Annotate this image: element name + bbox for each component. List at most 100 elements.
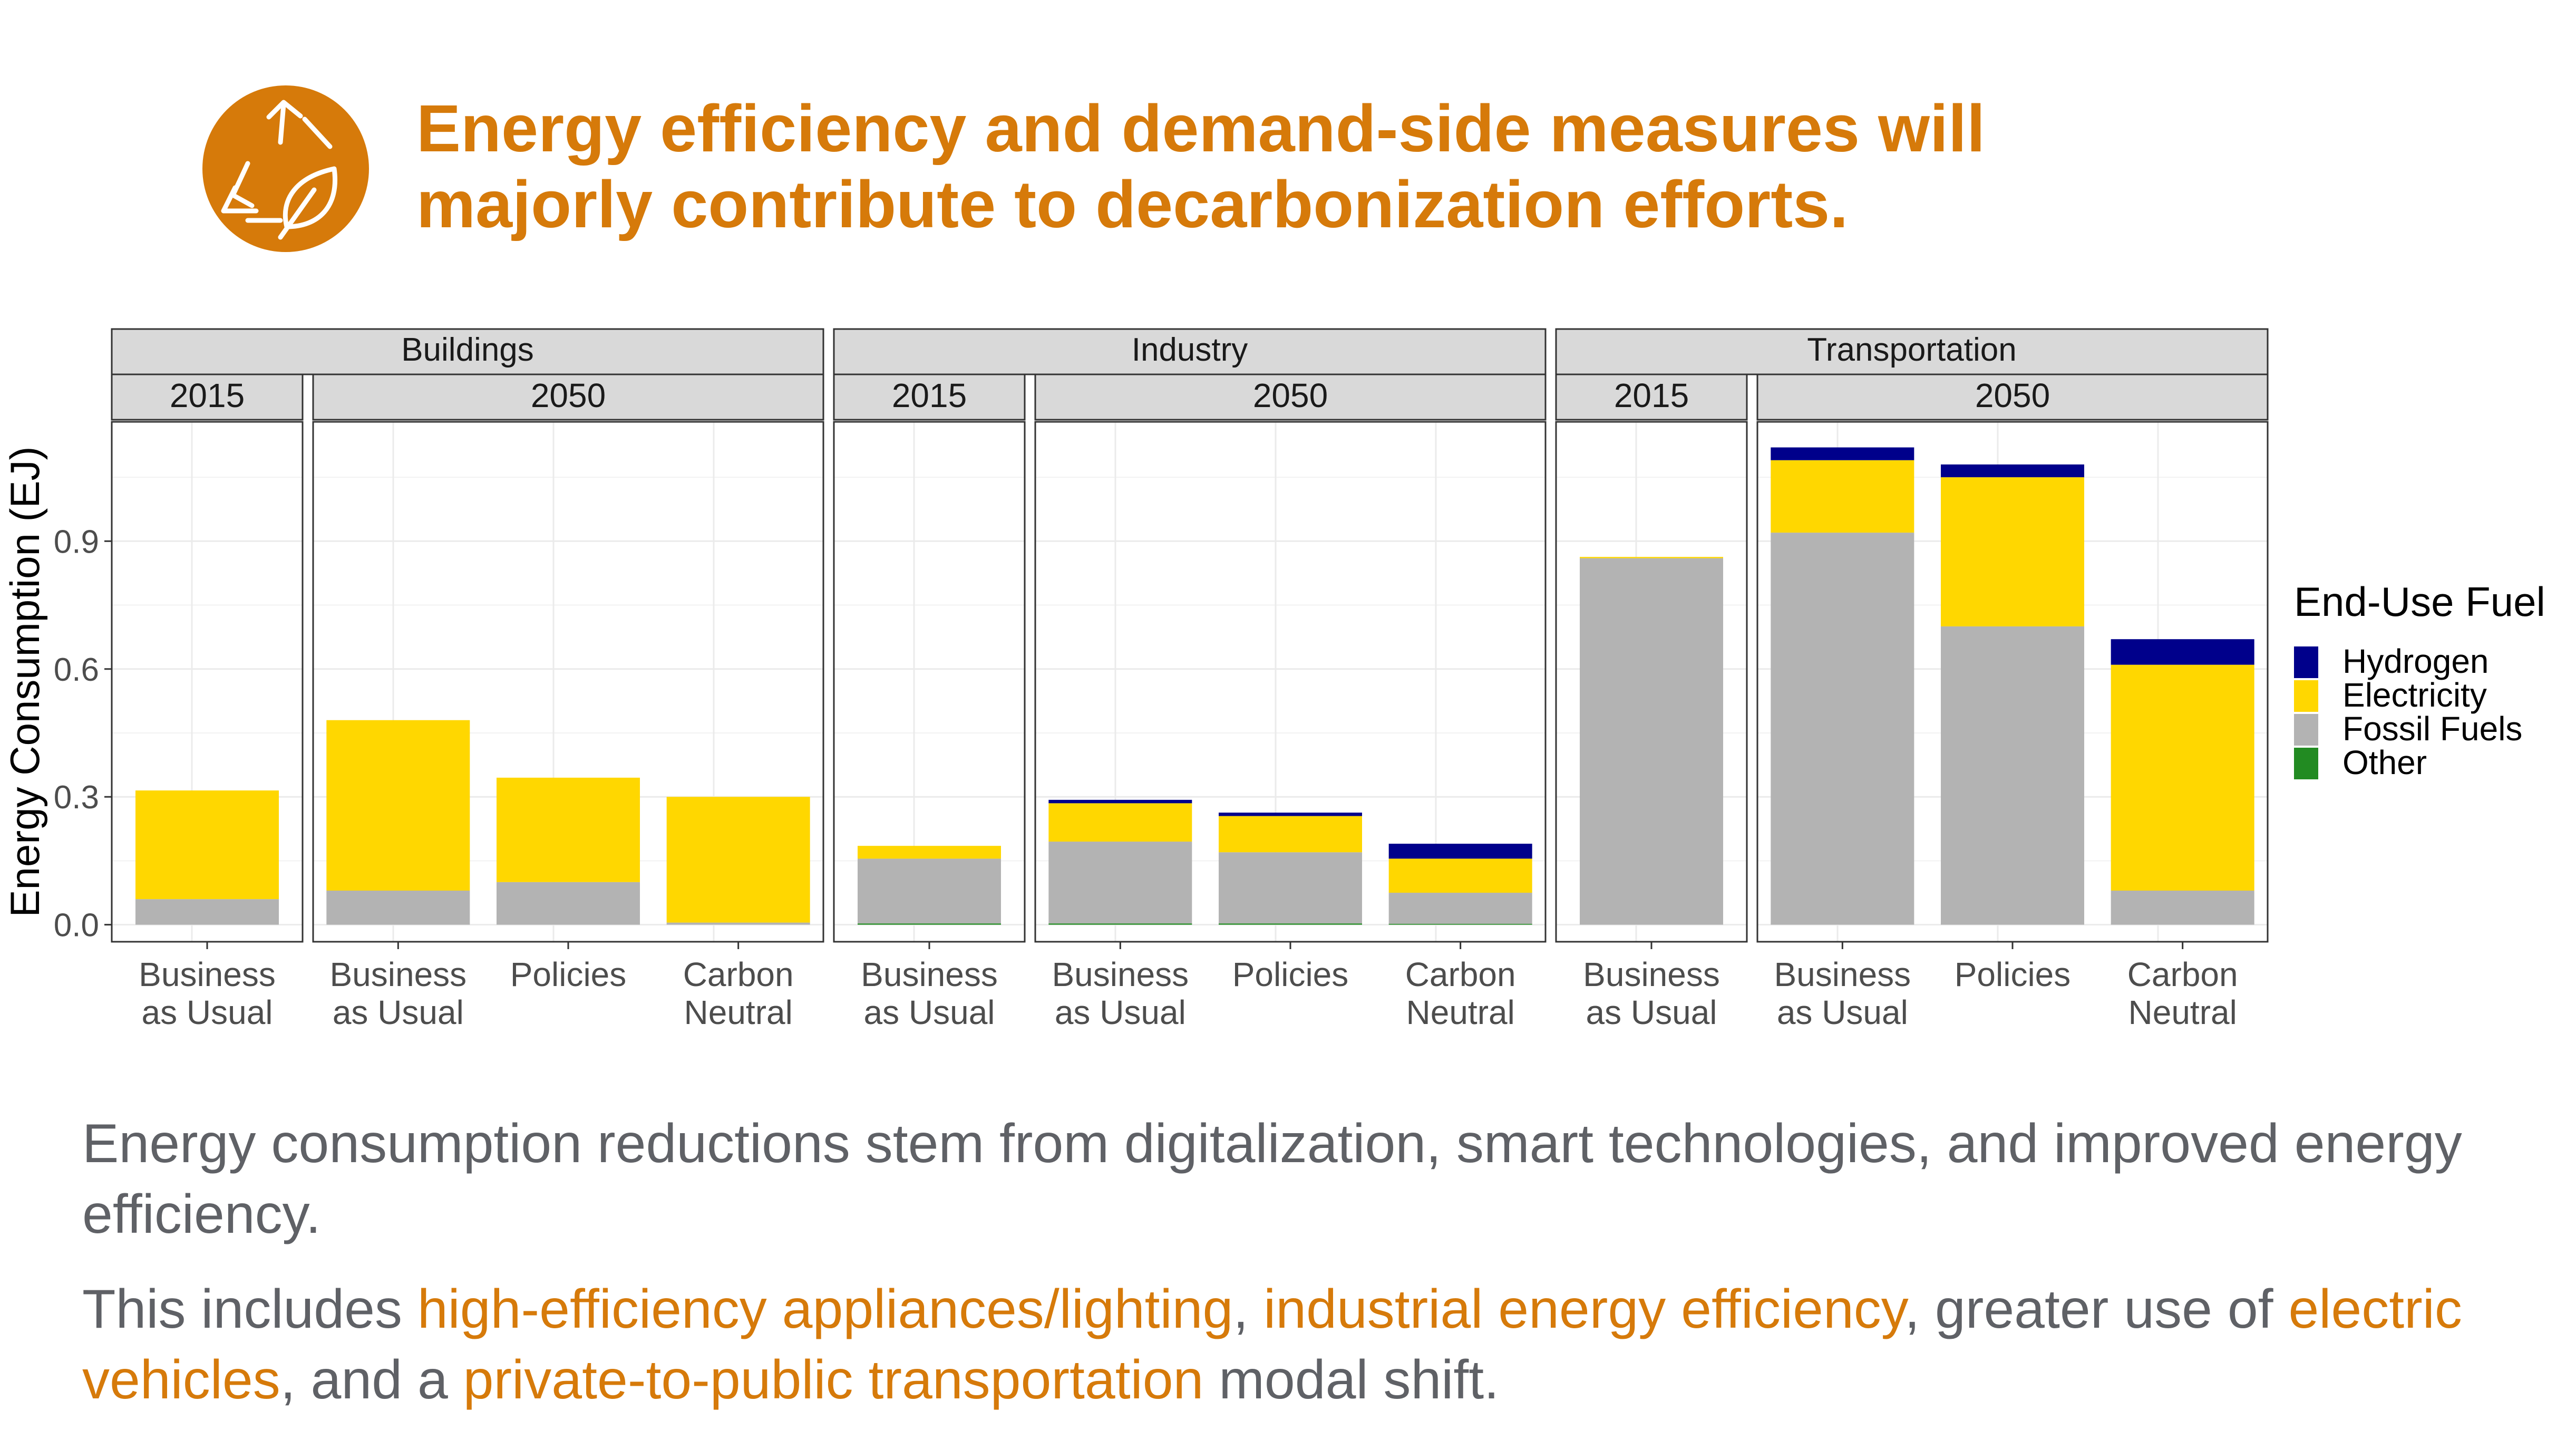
x-tick-label: Neutral bbox=[2128, 993, 2237, 1031]
x-tick-label: as Usual bbox=[864, 993, 995, 1031]
year-label-industry-2015: 2015 bbox=[892, 376, 967, 414]
stacked-bar-chart: Buildings Industry Transportation 2015 Busin… bbox=[2, 328, 2545, 1031]
year-label-transportation-2015: 2015 bbox=[1614, 376, 1689, 414]
panel-border-industry-2015 bbox=[833, 421, 1026, 943]
x-tick-label: as Usual bbox=[1777, 993, 1908, 1031]
year-strip-transportation-2015 bbox=[1555, 373, 1748, 421]
facet-strip-transportation bbox=[1555, 328, 2269, 375]
year-strip-transportation-2050 bbox=[1756, 373, 2269, 421]
bar-segment-hydrogen bbox=[1941, 464, 2084, 478]
p2-highlight-ev: electric vehicles bbox=[82, 1279, 2462, 1411]
bar-segment-other bbox=[1388, 924, 1532, 925]
bar-segment-fossil-fuels bbox=[1048, 842, 1192, 924]
title-line-1: Energy efficiency and demand-side measur… bbox=[416, 91, 1986, 166]
p2-text-3: , greater use of bbox=[1904, 1279, 2289, 1340]
p2-highlight-appliances: high-efficiency appliances/lighting bbox=[417, 1279, 1233, 1340]
year-strip-buildings-2050 bbox=[312, 373, 824, 421]
legend-key-electricity bbox=[2294, 680, 2318, 712]
x-tick-label: Business bbox=[329, 955, 466, 993]
legend-label-other: Other bbox=[2342, 743, 2427, 781]
slide-title: Energy efficiency and demand-side measur… bbox=[416, 91, 2261, 243]
panel-border-industry-2050 bbox=[1034, 421, 1547, 943]
bar-segment-electricity bbox=[1388, 858, 1532, 893]
facet-label-transportation: Transportation bbox=[1807, 332, 2016, 368]
bar-segment-fossil-fuels bbox=[1771, 533, 1914, 925]
year-strip-buildings-2015 bbox=[111, 373, 304, 421]
x-tick-label: Business bbox=[861, 955, 998, 993]
x-tick-label: Carbon bbox=[683, 955, 794, 993]
y-tick-label: 0.3 bbox=[54, 779, 99, 816]
paragraph-1: Energy consumption reductions stem from … bbox=[82, 1113, 2462, 1245]
x-tick-label: Business bbox=[1583, 955, 1720, 993]
x-tick-label: Carbon bbox=[2127, 955, 2238, 993]
facet-label-industry: Industry bbox=[1132, 332, 1248, 368]
x-tick-label: Neutral bbox=[684, 993, 793, 1031]
facet-label-buildings: Buildings bbox=[401, 332, 534, 368]
y-tick-label: 0.0 bbox=[54, 907, 99, 944]
x-tick-label: as Usual bbox=[1586, 993, 1717, 1031]
bar-segment-hydrogen bbox=[1048, 799, 1192, 804]
bar-segment-fossil-fuels bbox=[497, 882, 640, 925]
year-label-industry-2050: 2050 bbox=[1253, 376, 1328, 414]
bar-segment-hydrogen bbox=[1388, 844, 1532, 859]
legend-title: End-Use Fuel bbox=[2294, 578, 2545, 625]
p2-highlight-transport: private-to-public transportation bbox=[463, 1349, 1204, 1411]
p2-text-4: , and a bbox=[280, 1349, 463, 1411]
x-tick-label: Neutral bbox=[1406, 993, 1515, 1031]
y-tick-label: 0.6 bbox=[54, 652, 99, 688]
x-tick-label: Policies bbox=[1955, 955, 2071, 993]
x-tick-label: Policies bbox=[1232, 955, 1349, 993]
panel-border-transportation-2050 bbox=[1756, 421, 2269, 943]
bar-segment-other bbox=[1048, 923, 1192, 925]
bar-segment-electricity bbox=[135, 790, 279, 900]
body-text: Energy consumption reductions stem from … bbox=[82, 1108, 2507, 1415]
panel-border-buildings-2050 bbox=[312, 421, 824, 943]
bar-segment-fossil-fuels bbox=[1941, 626, 2084, 925]
facet-strip-buildings bbox=[111, 328, 824, 375]
x-tick-label: as Usual bbox=[1055, 993, 1186, 1031]
bar-segment-electricity bbox=[497, 777, 640, 882]
bar-segment-fossil-fuels bbox=[2111, 891, 2254, 925]
bar-segment-hydrogen bbox=[1771, 447, 1914, 460]
p2-text-1: This includes bbox=[82, 1279, 417, 1340]
year-strip-industry-2050 bbox=[1034, 373, 1547, 421]
bar-segment-electricity bbox=[2111, 664, 2254, 891]
legend-key-fossil-fuels bbox=[2294, 714, 2318, 746]
bar-segment-electricity bbox=[1941, 477, 2084, 626]
bar-segment-electricity bbox=[1580, 557, 1723, 558]
bar-segment-electricity bbox=[1219, 816, 1362, 853]
bar-segment-electricity bbox=[666, 797, 810, 923]
p2-text-2: , bbox=[1233, 1279, 1264, 1340]
y-tick-label: 0.9 bbox=[54, 524, 99, 560]
y-axis-title: Energy Consumption (EJ) bbox=[2, 446, 48, 917]
bar-segment-fossil-fuels bbox=[326, 891, 470, 925]
x-tick-label: Business bbox=[1052, 955, 1189, 993]
bar-segment-hydrogen bbox=[1219, 813, 1362, 816]
bar-segment-electricity bbox=[326, 720, 470, 891]
bar-segment-electricity bbox=[1048, 803, 1192, 842]
year-label-buildings-2015: 2015 bbox=[170, 376, 245, 414]
x-tick-label: Policies bbox=[510, 955, 627, 993]
legend-label-fossil-fuels: Fossil Fuels bbox=[2342, 710, 2522, 748]
bar-segment-fossil-fuels bbox=[1580, 558, 1723, 925]
year-strip-industry-2015 bbox=[833, 373, 1026, 421]
year-label-buildings-2050: 2050 bbox=[531, 376, 606, 414]
x-tick-label: Business bbox=[139, 955, 276, 993]
p2-highlight-industrial: industrial energy efficiency bbox=[1263, 1279, 1905, 1340]
x-tick-label: Business bbox=[1774, 955, 1911, 993]
x-tick-label: as Usual bbox=[333, 993, 464, 1031]
legend-key-other bbox=[2294, 748, 2318, 779]
panel-border-buildings-2015 bbox=[111, 421, 304, 943]
legend-label-electricity: Electricity bbox=[2342, 676, 2487, 714]
bar-segment-fossil-fuels bbox=[1388, 893, 1532, 924]
bar-segment-other bbox=[1219, 923, 1362, 925]
x-tick-label: Carbon bbox=[1405, 955, 1516, 993]
bar-segment-electricity bbox=[1771, 460, 1914, 533]
x-tick-label: as Usual bbox=[142, 993, 273, 1031]
panel-border-transportation-2015 bbox=[1555, 421, 1748, 943]
bar-segment-fossil-fuels bbox=[1219, 852, 1362, 924]
title-line-2: majorly contribute to decarbonization ef… bbox=[416, 167, 1849, 242]
bar-segment-fossil-fuels bbox=[135, 899, 279, 925]
legend-label-hydrogen: Hydrogen bbox=[2342, 642, 2489, 680]
paragraph-2: This includes high-efficiency appliances… bbox=[82, 1274, 2507, 1415]
